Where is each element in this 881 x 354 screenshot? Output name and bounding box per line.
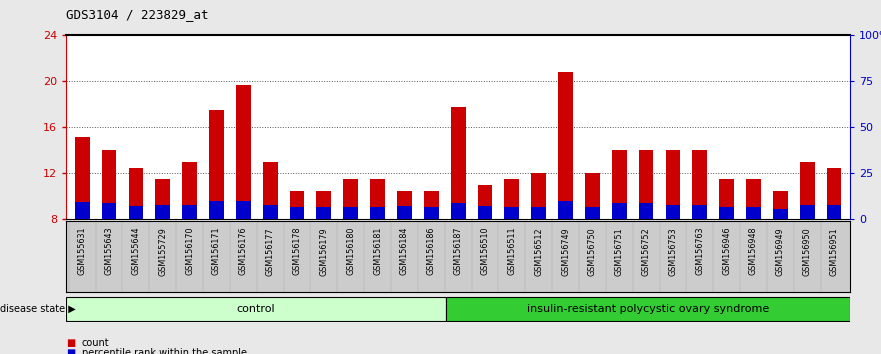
Bar (182, 162, 197, 219)
Text: GSM156512: GSM156512 (534, 227, 544, 275)
Text: ■: ■ (66, 348, 75, 354)
Bar (451, 107, 465, 219)
Bar (505, 179, 519, 219)
Bar (236, 85, 251, 219)
Bar (585, 207, 600, 219)
Bar (182, 205, 197, 219)
Bar (559, 72, 573, 219)
Bar (611, 203, 626, 219)
Bar (451, 203, 465, 219)
Text: GSM155643: GSM155643 (105, 227, 114, 275)
Bar (75, 137, 90, 219)
Text: insulin-resistant polycystic ovary syndrome: insulin-resistant polycystic ovary syndr… (527, 304, 769, 314)
Text: GSM156949: GSM156949 (776, 227, 785, 275)
Text: GSM156184: GSM156184 (400, 227, 409, 275)
Text: GSM156176: GSM156176 (239, 227, 248, 275)
Bar (344, 179, 358, 219)
Bar (665, 205, 680, 219)
Bar (344, 207, 358, 219)
Text: GSM156749: GSM156749 (561, 227, 570, 275)
Text: GSM156179: GSM156179 (319, 227, 329, 275)
Bar (209, 201, 224, 219)
Bar (692, 205, 707, 219)
Bar (692, 150, 707, 219)
Bar (505, 207, 519, 219)
Text: ■: ■ (66, 338, 75, 348)
Bar (290, 191, 305, 219)
Text: GSM156511: GSM156511 (507, 227, 516, 275)
Bar (155, 179, 170, 219)
Bar (746, 207, 761, 219)
Text: count: count (82, 338, 109, 348)
Text: control: control (237, 304, 276, 314)
Bar (129, 206, 144, 219)
Bar (101, 150, 116, 219)
Bar (800, 162, 815, 219)
Text: GSM156752: GSM156752 (641, 227, 650, 276)
Bar (531, 207, 546, 219)
Text: GSM156187: GSM156187 (454, 227, 463, 275)
Bar (290, 207, 305, 219)
Text: GSM155644: GSM155644 (131, 227, 140, 275)
Text: GSM156177: GSM156177 (266, 227, 275, 275)
Text: GSM155729: GSM155729 (159, 227, 167, 276)
Bar (129, 168, 144, 219)
Bar (397, 206, 411, 219)
Bar (585, 173, 600, 219)
Bar (155, 205, 170, 219)
Bar (478, 185, 492, 219)
Text: GSM156178: GSM156178 (292, 227, 301, 275)
Text: GSM156751: GSM156751 (615, 227, 624, 275)
Text: GSM156948: GSM156948 (749, 227, 758, 275)
Text: disease state ▶: disease state ▶ (0, 304, 76, 314)
Bar (531, 173, 546, 219)
Bar (446, 297, 850, 321)
Text: GSM156763: GSM156763 (695, 227, 704, 275)
Bar (826, 205, 841, 219)
Bar (66, 297, 446, 321)
Bar (397, 191, 411, 219)
Bar (424, 207, 439, 219)
Bar (746, 179, 761, 219)
Text: GSM156946: GSM156946 (722, 227, 731, 275)
Bar (719, 179, 734, 219)
Bar (719, 207, 734, 219)
Bar (773, 191, 788, 219)
Text: GSM156180: GSM156180 (346, 227, 355, 275)
Text: GSM156171: GSM156171 (212, 227, 221, 275)
Text: GSM156510: GSM156510 (480, 227, 490, 275)
Text: GDS3104 / 223829_at: GDS3104 / 223829_at (66, 8, 209, 21)
Bar (424, 191, 439, 219)
Bar (826, 168, 841, 219)
Bar (263, 162, 278, 219)
Bar (75, 202, 90, 219)
Text: GSM156951: GSM156951 (830, 227, 839, 275)
Bar (639, 150, 654, 219)
Bar (611, 150, 626, 219)
Bar (236, 201, 251, 219)
Text: GSM156186: GSM156186 (426, 227, 436, 275)
Bar (370, 207, 385, 219)
Bar (800, 205, 815, 219)
Text: percentile rank within the sample: percentile rank within the sample (82, 348, 247, 354)
Bar (263, 205, 278, 219)
Bar (665, 150, 680, 219)
Bar (101, 203, 116, 219)
Bar (370, 179, 385, 219)
Text: GSM156753: GSM156753 (669, 227, 677, 275)
Bar (559, 201, 573, 219)
Text: GSM156950: GSM156950 (803, 227, 811, 275)
Text: GSM156181: GSM156181 (373, 227, 382, 275)
Bar (639, 203, 654, 219)
Bar (316, 207, 331, 219)
Text: GSM155631: GSM155631 (78, 227, 86, 275)
Bar (209, 110, 224, 219)
Text: GSM156170: GSM156170 (185, 227, 194, 275)
Bar (316, 191, 331, 219)
Text: GSM156750: GSM156750 (588, 227, 597, 275)
Bar (478, 206, 492, 219)
Bar (773, 209, 788, 219)
